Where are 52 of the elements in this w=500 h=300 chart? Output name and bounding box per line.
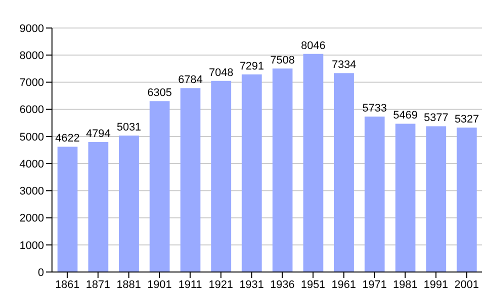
x-tick-label: 1871 [86, 278, 110, 291]
y-tick-label: 3000 [20, 186, 44, 198]
bar [395, 124, 416, 272]
x-tick-label: 1936 [270, 278, 295, 291]
x-tick-label: 1901 [147, 278, 172, 291]
data-label: 5327 [454, 114, 480, 126]
x-tick-label: 1951 [300, 278, 326, 291]
y-tick-label: 0 [38, 266, 44, 279]
y-tick-label: 5000 [20, 131, 44, 144]
bar [58, 146, 78, 272]
y-tick-label: 8000 [20, 50, 44, 62]
x-tick-label: 1911 [178, 278, 202, 291]
data-label: 6784 [178, 74, 203, 86]
x-tick-label: 2001 [454, 278, 479, 291]
y-tick-label: 6000 [20, 104, 44, 116]
y-tick-label: 7000 [20, 77, 44, 90]
bar [150, 101, 170, 272]
data-label: 5031 [116, 122, 142, 134]
bar [88, 142, 108, 272]
bar [426, 126, 446, 272]
data-label: 5469 [393, 110, 418, 122]
data-label: 5733 [362, 102, 387, 115]
x-tick-label: 1861 [55, 278, 80, 291]
bar [211, 80, 232, 272]
bar [118, 136, 139, 272]
bar [303, 54, 324, 272]
x-tick-label: 1931 [239, 278, 264, 291]
data-label: 7334 [332, 59, 356, 72]
bar [334, 73, 354, 272]
bar [242, 74, 262, 272]
y-tick-label: 1000 [20, 240, 44, 252]
x-tick-label: 1991 [424, 278, 448, 291]
data-label: 4622 [55, 132, 80, 145]
bar [272, 68, 293, 272]
y-tick-label: 2000 [20, 212, 44, 225]
y-tick-label: 4000 [20, 158, 44, 170]
data-label: 6305 [147, 87, 172, 100]
data-label: 5377 [424, 112, 448, 124]
data-label: 4794 [86, 128, 110, 140]
x-tick-label: 1921 [208, 278, 234, 291]
bar [456, 128, 477, 272]
x-tick-label: 1981 [392, 278, 418, 291]
y-tick-label: 9000 [20, 22, 44, 35]
data-label: 7508 [270, 54, 295, 66]
x-tick-label: 1881 [116, 278, 142, 291]
data-label: 7291 [240, 60, 264, 72]
data-label: 8046 [301, 40, 326, 52]
bar [180, 88, 200, 272]
x-tick-label: 1971 [362, 278, 387, 291]
x-tick-label: 1961 [332, 278, 356, 291]
data-label: 7048 [208, 66, 234, 79]
bar [364, 116, 385, 272]
